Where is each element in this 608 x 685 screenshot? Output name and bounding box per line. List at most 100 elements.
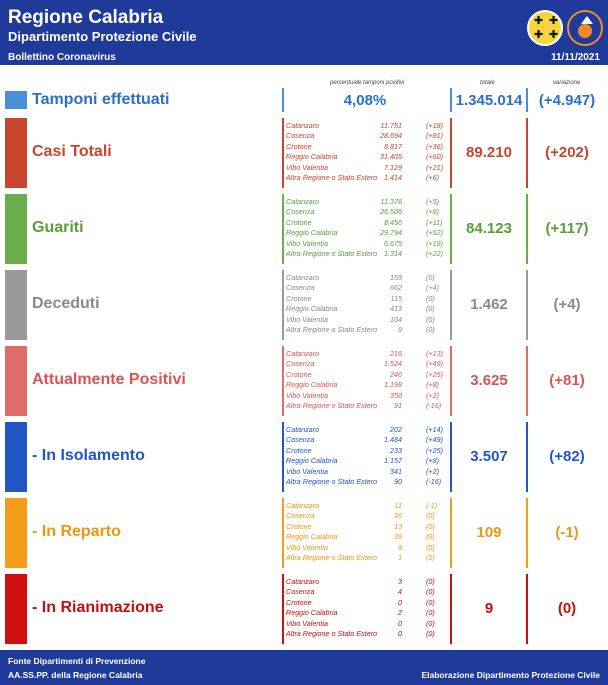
province-delta: (+22) — [426, 249, 443, 258]
total-column-header: totale — [480, 80, 495, 86]
province-delta: (+5) — [426, 197, 439, 206]
province-value: 91 — [394, 401, 402, 410]
province-delta: (0) — [426, 314, 435, 324]
province-name: Cosenza — [286, 435, 315, 445]
deceduti-label: Deceduti — [32, 295, 100, 312]
province-name: Cosenza — [286, 587, 315, 597]
province-value: 26.506 — [380, 207, 402, 217]
separator — [450, 346, 452, 416]
province-delta: (+11) — [426, 217, 443, 227]
province-value: 3 — [398, 577, 402, 586]
tamponi-total: 1.345.014 — [455, 92, 523, 109]
province-delta: (+49) — [426, 359, 443, 369]
province-name: Crotone — [286, 521, 312, 531]
province-value: 0 — [398, 629, 402, 638]
province-value: 31.405 — [380, 152, 402, 162]
province-value: 11.376 — [380, 197, 402, 206]
rianimazione-color-bar — [5, 574, 27, 644]
province-value: 90 — [394, 477, 402, 486]
casi-total: 89.210 — [466, 144, 512, 161]
guariti-variation: (+117) — [545, 220, 589, 237]
separator — [526, 422, 528, 492]
province-value: 1.198 — [384, 380, 402, 390]
province-delta: (+13) — [426, 349, 443, 358]
province-name: Altra Regione o Stato Estero — [286, 173, 378, 182]
separator — [450, 118, 452, 188]
section-guariti: Guariti Catanzaro 11.376 (+5) Cosenza 26.506 (… — [0, 194, 608, 264]
tamponi-variation: (+4.947) — [538, 92, 596, 109]
province-value: 350 — [390, 390, 402, 400]
province-value: 6.675 — [384, 238, 402, 248]
casi-color-bar — [5, 118, 27, 188]
rianimazione-total: 9 — [484, 600, 494, 617]
separator — [282, 194, 284, 264]
tamponi-percent: 4,08% — [343, 92, 387, 109]
province-delta: (0) — [426, 273, 435, 282]
casi-province-table: Catanzaro 11.751 (+18) Cosenza 28.694 (+81) Cr… — [286, 121, 446, 187]
bulletin-bar: Bollettino Coronavirus 11/11/2021 — [0, 50, 608, 65]
province-name: Altra Regione o Stato Estero — [286, 477, 378, 486]
province-name: Cosenza — [286, 359, 315, 369]
province-delta: (0) — [426, 325, 435, 334]
separator — [282, 498, 284, 568]
province-value: 2 — [398, 608, 402, 618]
guariti-label: Guariti — [32, 219, 84, 236]
province-delta: (+60) — [426, 152, 443, 162]
province-name: Catanzaro — [286, 121, 320, 130]
province-delta: (0) — [426, 304, 435, 314]
section-positivi: Attualmente Positivi Catanzaro 216 (+13) Cos… — [0, 346, 608, 416]
casi-variation: (+202) — [545, 144, 589, 161]
province-name: Vibo Valentia — [286, 314, 328, 324]
province-name: Cosenza — [286, 207, 315, 217]
source-line-1: Fonte Dipartimenti di Prevenzione — [8, 656, 146, 666]
separator — [282, 118, 284, 188]
footer-bar: Fonte Dipartimenti di Prevenzione AA.SS.… — [0, 650, 608, 685]
province-value: 159 — [390, 273, 402, 282]
province-name: Cosenza — [286, 283, 315, 293]
isolamento-province-table: Catanzaro 202 (+14) Cosenza 1.484 (+49) Croton… — [286, 425, 446, 491]
province-delta: (0) — [426, 577, 435, 586]
section-isolamento: - In Isolamento Catanzaro 202 (+14) Cosenza 1… — [0, 422, 608, 492]
province-name: Reggio Calabria — [286, 608, 338, 618]
province-delta: (+25) — [426, 369, 443, 379]
casi-label: Casi Totali — [32, 143, 112, 160]
province-value: 246 — [390, 369, 402, 379]
positivi-variation: (+81) — [549, 372, 585, 389]
province-delta: (0) — [426, 629, 435, 638]
separator — [282, 422, 284, 492]
province-delta: (+8) — [426, 456, 439, 466]
separator — [450, 498, 452, 568]
province-delta: (+19) — [426, 238, 443, 248]
province-delta: (0) — [426, 608, 435, 618]
province-delta: (+81) — [426, 131, 443, 141]
province-delta: (0) — [426, 597, 435, 607]
separator — [526, 118, 528, 188]
province-name: Crotone — [286, 597, 312, 607]
separator — [282, 346, 284, 416]
source-line-2: AA.SS.PP. della Regione Calabria — [8, 670, 143, 680]
province-name: Cosenza — [286, 511, 315, 521]
province-value: 1 — [398, 553, 402, 562]
separator — [450, 88, 452, 112]
civil-protection-logo — [567, 10, 603, 46]
bulletin-date: 11/11/2021 — [551, 52, 600, 63]
isolamento-variation: (+82) — [549, 448, 585, 465]
province-name: Catanzaro — [286, 273, 320, 282]
province-value: 8.456 — [384, 217, 402, 227]
province-name: Crotone — [286, 141, 312, 151]
province-value: 11.751 — [380, 121, 402, 130]
province-value: 36 — [394, 511, 402, 521]
province-name: Altra Regione o Stato Estero — [286, 629, 378, 638]
province-value: 413 — [390, 304, 402, 314]
section-casi: Casi Totali Catanzaro 11.751 (+18) Cosenza 28… — [0, 118, 608, 188]
province-name: Reggio Calabria — [286, 152, 338, 162]
deceduti-province-table: Catanzaro 159 (0) Cosenza 662 (+4) Crotone 115 (… — [286, 273, 446, 339]
province-value: 1.524 — [384, 359, 402, 369]
reparto-province-table: Catanzaro 11 (-1) Cosenza 36 (0) Crotone 13 (0) R… — [286, 501, 446, 567]
province-delta: (+8) — [426, 207, 439, 217]
province-name: Catanzaro — [286, 197, 320, 206]
province-name: Vibo Valentia — [286, 238, 328, 248]
province-delta: (+25) — [426, 445, 443, 455]
province-name: Crotone — [286, 369, 312, 379]
province-value: 11 — [394, 501, 402, 510]
